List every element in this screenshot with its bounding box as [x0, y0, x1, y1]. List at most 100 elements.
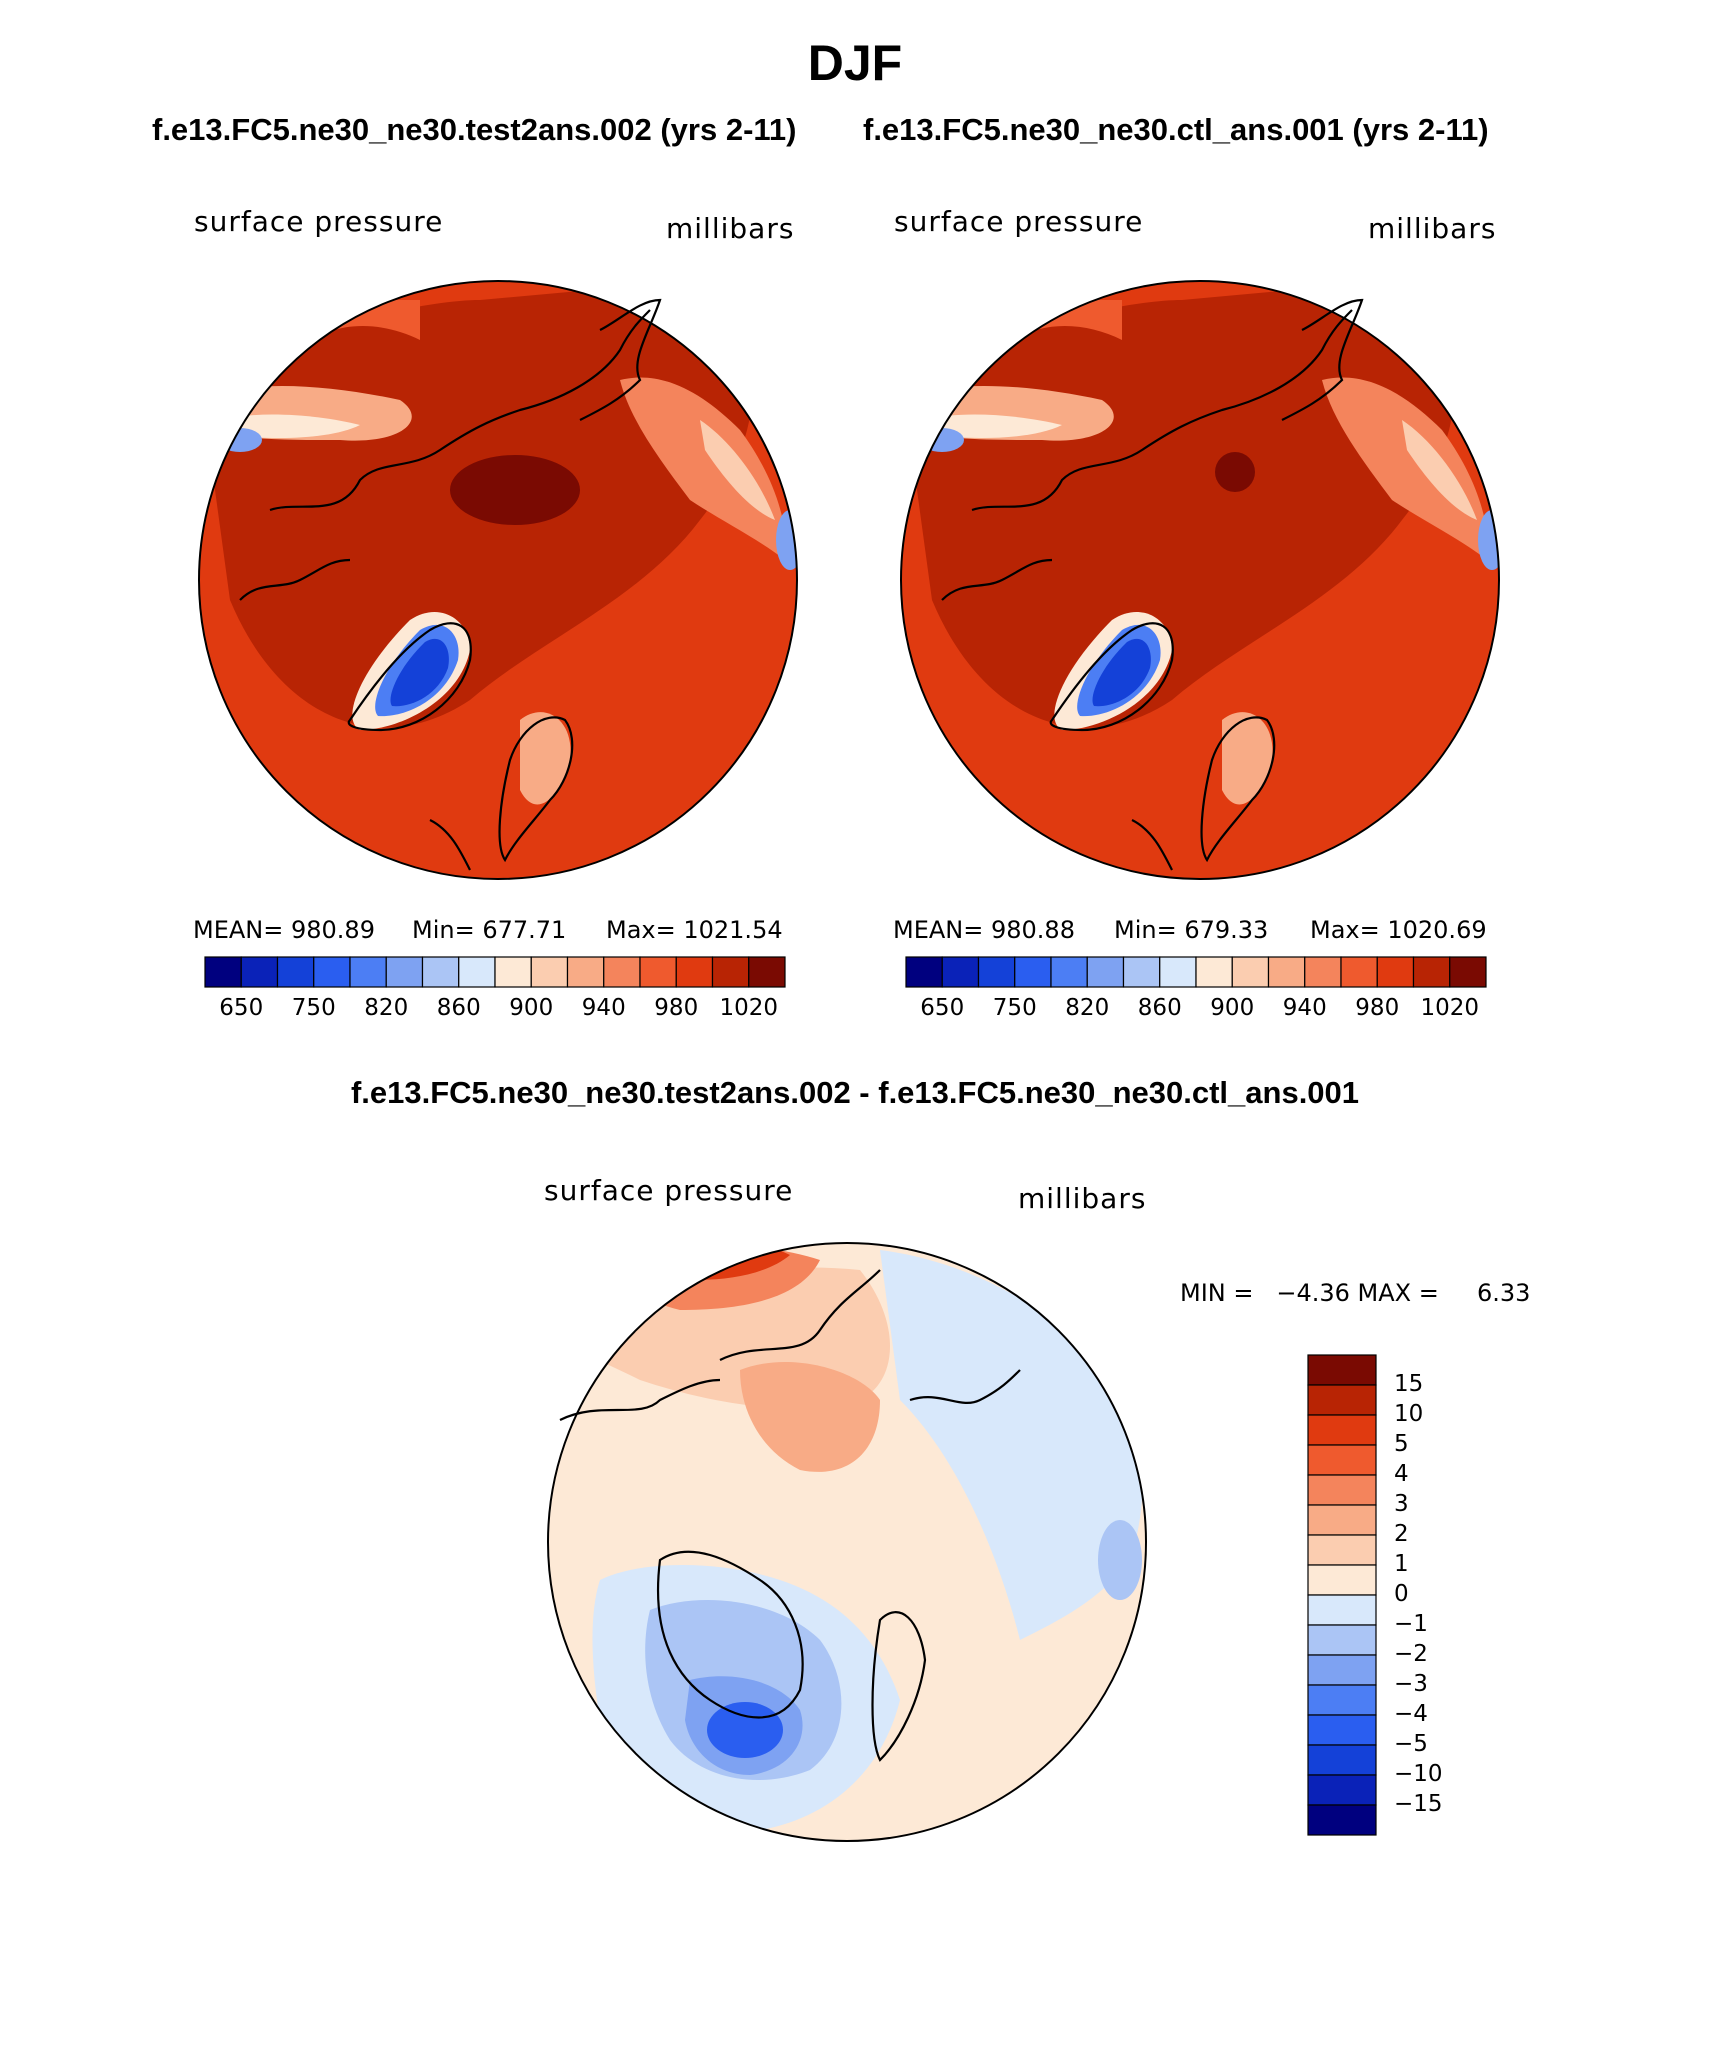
ctl-max-stat: Max= 1020.69 — [1310, 916, 1487, 944]
test-min-stat: Min= 677.71 — [412, 916, 567, 944]
colorbar-tick-label: 3 — [1394, 1491, 1409, 1517]
colorbar-cell — [1159, 956, 1197, 988]
diff-coastlines — [559, 1269, 1021, 1762]
ctl-rockies-low — [1478, 510, 1499, 570]
colorbar-cell — [1449, 956, 1487, 988]
colorbar-tick-label: 820 — [1065, 995, 1110, 1021]
diff-units-label: millibars — [1018, 1182, 1147, 1215]
colorbar-tick-label: 2 — [1394, 1521, 1409, 1547]
colorbar-cell — [1231, 956, 1270, 988]
diff-minmax-stat: MIN = −4.36 MAX = 6.33 — [1180, 1279, 1531, 1307]
colorbar-tick-label: 1020 — [719, 995, 779, 1021]
ctl-colorbar — [905, 956, 1487, 988]
colorbar-cell — [1307, 1744, 1377, 1776]
colorbar-tick-label: −4 — [1394, 1701, 1428, 1727]
colorbar-tick-label: 860 — [1137, 995, 1182, 1021]
diff-map — [548, 1243, 1146, 1841]
test-rockies-high — [700, 420, 775, 520]
colorbar-cell — [1307, 1504, 1377, 1536]
colorbar-cell — [494, 956, 532, 988]
colorbar-tick-label: 940 — [1282, 995, 1327, 1021]
diff-positive-center — [740, 1361, 880, 1472]
colorbar-tick-label: 5 — [1394, 1431, 1409, 1457]
test-map — [199, 281, 797, 879]
ctl-units-label: millibars — [1368, 212, 1497, 245]
colorbar-tick-label: −3 — [1394, 1671, 1428, 1697]
colorbar-cell — [1307, 1444, 1377, 1476]
ctl-rockies-band — [1322, 377, 1488, 560]
colorbar-cell — [1307, 1624, 1377, 1656]
colorbar-cell — [1307, 1684, 1377, 1716]
colorbar-cell — [530, 956, 569, 988]
ctl-rockies-high — [1402, 420, 1477, 520]
colorbar-tick-label: 650 — [920, 995, 965, 1021]
ctl-coastlines — [941, 298, 1364, 871]
colorbar-tick-label: −10 — [1394, 1761, 1443, 1787]
colorbar-tick-label: −5 — [1394, 1731, 1428, 1757]
colorbar-cell — [1307, 1714, 1377, 1746]
colorbar-tick-label: 10 — [1394, 1401, 1424, 1427]
test-colorbar — [204, 956, 786, 988]
colorbar-cell — [1307, 1534, 1377, 1566]
test-coastlines — [239, 298, 662, 871]
ctl-siberia-low — [920, 428, 964, 452]
colorbar-cell — [1307, 1564, 1377, 1596]
test-mean-stat: MEAN= 980.89 — [193, 916, 375, 944]
colorbar-cell — [1050, 956, 1088, 988]
colorbar-tick-label: 750 — [291, 995, 336, 1021]
colorbar-tick-label: 980 — [654, 995, 699, 1021]
colorbar-tick-label: 4 — [1394, 1461, 1409, 1487]
colorbar-cell — [313, 956, 351, 988]
colorbar-cell — [458, 956, 496, 988]
colorbar-cell — [566, 956, 605, 988]
diff-map-boundary — [547, 1242, 1147, 1842]
test-case-title: f.e13.FC5.ne30_ne30.test2ans.002 (yrs 2-… — [152, 112, 797, 147]
colorbar-cell — [1195, 956, 1233, 988]
colorbar-cell — [748, 956, 786, 988]
colorbar-cell — [276, 956, 315, 988]
colorbar-cell — [240, 956, 279, 988]
ctl-map-boundary — [900, 280, 1500, 880]
colorbar-cell — [349, 956, 387, 988]
diff-title: f.e13.FC5.ne30_ne30.test2ans.002 - f.e13… — [350, 1075, 1360, 1110]
colorbar-cell — [385, 956, 424, 988]
colorbar-cell — [1304, 956, 1342, 988]
ctl-min-stat: Min= 679.33 — [1114, 916, 1269, 944]
colorbar-cell — [1267, 956, 1306, 988]
ctl-scandinavia-band — [1222, 712, 1273, 805]
colorbar-tick-label: 900 — [1210, 995, 1255, 1021]
colorbar-tick-label: 820 — [364, 995, 409, 1021]
test-rockies-band — [620, 377, 786, 560]
test-scandinavia-band — [520, 712, 571, 805]
colorbar-cell — [1307, 1354, 1377, 1386]
test-siberia-low — [218, 428, 262, 452]
ctl-mean-stat: MEAN= 980.88 — [893, 916, 1075, 944]
colorbar-cell — [1122, 956, 1161, 988]
colorbar-cell — [905, 956, 943, 988]
colorbar-tick-label: −15 — [1394, 1791, 1443, 1817]
colorbar-cell — [1307, 1474, 1377, 1506]
colorbar-tick-label: 980 — [1355, 995, 1400, 1021]
figure-title: DJF — [807, 35, 903, 91]
test-variable-label: surface pressure — [194, 205, 444, 238]
test-max-stat: Max= 1021.54 — [606, 916, 783, 944]
colorbar-tick-label: 750 — [992, 995, 1037, 1021]
colorbar-cell — [1307, 1774, 1377, 1806]
colorbar-cell — [1307, 1654, 1377, 1686]
colorbar-cell — [941, 956, 980, 988]
colorbar-cell — [1340, 956, 1378, 988]
diff-variable-label: surface pressure — [544, 1174, 794, 1207]
colorbar-cell — [675, 956, 714, 988]
colorbar-cell — [1086, 956, 1125, 988]
colorbar-tick-label: 940 — [581, 995, 626, 1021]
colorbar-cell — [639, 956, 677, 988]
colorbar-tick-label: 0 — [1394, 1581, 1409, 1607]
colorbar-tick-label: −1 — [1394, 1611, 1428, 1637]
test-units-label: millibars — [666, 212, 795, 245]
colorbar-cell — [1376, 956, 1415, 988]
colorbar-cell — [421, 956, 460, 988]
diff-negative-min — [707, 1702, 783, 1758]
colorbar-cell — [1014, 956, 1052, 988]
ctl-greenland-core — [1092, 638, 1151, 707]
